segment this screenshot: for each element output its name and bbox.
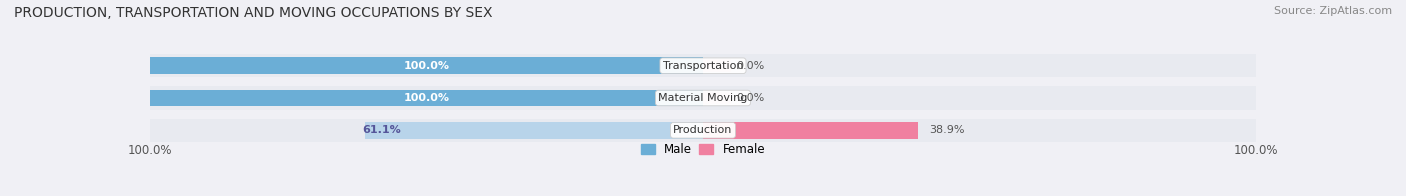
Text: Transportation: Transportation	[662, 61, 744, 71]
Text: Source: ZipAtlas.com: Source: ZipAtlas.com	[1274, 6, 1392, 16]
Text: 61.1%: 61.1%	[363, 125, 401, 135]
Text: Production: Production	[673, 125, 733, 135]
Text: 100.0%: 100.0%	[404, 61, 450, 71]
Bar	[149, 86, 703, 110]
Text: 100.0%: 100.0%	[128, 144, 172, 157]
Bar	[703, 92, 731, 104]
Bar	[703, 122, 918, 139]
Text: PRODUCTION, TRANSPORTATION AND MOVING OCCUPATIONS BY SEX: PRODUCTION, TRANSPORTATION AND MOVING OC…	[14, 6, 492, 20]
Bar	[149, 57, 703, 74]
Bar	[703, 54, 1257, 77]
Bar	[366, 122, 703, 139]
Bar	[703, 119, 1257, 142]
Bar	[149, 54, 703, 77]
Text: 0.0%: 0.0%	[737, 93, 765, 103]
Text: 38.9%: 38.9%	[929, 125, 965, 135]
Bar	[703, 86, 1257, 110]
Text: 100.0%: 100.0%	[404, 93, 450, 103]
Bar	[703, 59, 731, 72]
Text: Material Moving: Material Moving	[658, 93, 748, 103]
Text: 0.0%: 0.0%	[737, 61, 765, 71]
Bar	[149, 90, 703, 106]
Text: 100.0%: 100.0%	[1234, 144, 1278, 157]
Legend: Male, Female: Male, Female	[641, 143, 765, 156]
Bar	[149, 119, 703, 142]
